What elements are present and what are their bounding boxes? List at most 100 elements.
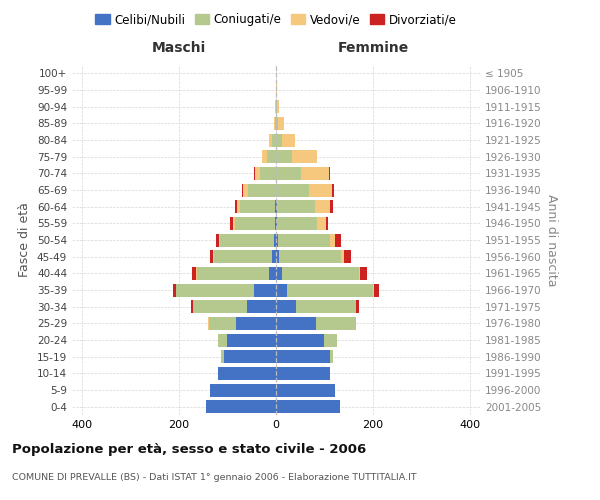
Bar: [309, 184, 332, 196]
Bar: [242, 184, 243, 196]
Bar: [275, 117, 276, 130]
Bar: [278, 234, 331, 246]
Bar: [315, 200, 331, 213]
Bar: [277, 217, 317, 230]
Bar: [210, 250, 213, 263]
Bar: [359, 267, 367, 280]
Bar: [276, 134, 282, 146]
Bar: [287, 284, 373, 296]
Bar: [331, 200, 333, 213]
Bar: [276, 100, 277, 113]
Bar: [269, 267, 276, 280]
Bar: [331, 350, 333, 363]
Bar: [275, 200, 276, 213]
Bar: [235, 217, 275, 230]
Bar: [276, 317, 316, 330]
Bar: [236, 200, 240, 213]
Bar: [272, 134, 276, 146]
Bar: [208, 317, 209, 330]
Bar: [236, 317, 276, 330]
Bar: [193, 300, 247, 313]
Bar: [326, 217, 328, 230]
Bar: [276, 217, 277, 230]
Bar: [247, 300, 276, 313]
Bar: [218, 367, 276, 380]
Bar: [276, 284, 287, 296]
Bar: [276, 150, 292, 163]
Bar: [262, 150, 267, 163]
Bar: [272, 250, 276, 263]
Bar: [227, 334, 276, 346]
Bar: [254, 167, 260, 180]
Bar: [218, 334, 227, 346]
Bar: [274, 117, 275, 130]
Bar: [275, 217, 276, 230]
Bar: [213, 250, 214, 263]
Bar: [276, 300, 296, 313]
Bar: [276, 250, 279, 263]
Bar: [301, 167, 329, 180]
Bar: [220, 234, 274, 246]
Bar: [323, 334, 337, 346]
Bar: [224, 350, 276, 363]
Bar: [276, 184, 309, 196]
Bar: [277, 100, 279, 113]
Bar: [356, 300, 359, 313]
Bar: [219, 234, 220, 246]
Bar: [240, 200, 275, 213]
Bar: [276, 117, 278, 130]
Text: Maschi: Maschi: [152, 41, 206, 55]
Bar: [191, 300, 193, 313]
Bar: [276, 367, 331, 380]
Bar: [277, 200, 315, 213]
Bar: [214, 250, 272, 263]
Bar: [296, 300, 356, 313]
Bar: [276, 400, 340, 413]
Bar: [335, 234, 341, 246]
Bar: [173, 284, 176, 296]
Bar: [233, 217, 235, 230]
Bar: [248, 184, 276, 196]
Bar: [282, 267, 359, 280]
Bar: [282, 134, 295, 146]
Bar: [206, 400, 276, 413]
Bar: [193, 267, 196, 280]
Bar: [278, 117, 284, 130]
Y-axis label: Fasce di età: Fasce di età: [19, 202, 31, 278]
Bar: [197, 267, 269, 280]
Bar: [211, 384, 276, 396]
Text: Popolazione per età, sesso e stato civile - 2006: Popolazione per età, sesso e stato civil…: [12, 442, 366, 456]
Bar: [292, 150, 317, 163]
Bar: [230, 217, 233, 230]
Bar: [316, 317, 356, 330]
Bar: [276, 234, 278, 246]
Text: Femmine: Femmine: [338, 41, 409, 55]
Bar: [276, 200, 277, 213]
Legend: Celibi/Nubili, Coniugati/e, Vedovi/e, Divorziati/e: Celibi/Nubili, Coniugati/e, Vedovi/e, Di…: [91, 8, 461, 31]
Text: COMUNE DI PREVALLE (BS) - Dati ISTAT 1° gennaio 2006 - Elaborazione TUTTITALIA.I: COMUNE DI PREVALLE (BS) - Dati ISTAT 1° …: [12, 472, 416, 482]
Bar: [276, 167, 301, 180]
Bar: [344, 250, 351, 263]
Bar: [254, 284, 276, 296]
Bar: [216, 234, 219, 246]
Bar: [221, 350, 224, 363]
Bar: [276, 334, 323, 346]
Y-axis label: Anni di nascita: Anni di nascita: [545, 194, 558, 286]
Bar: [267, 150, 276, 163]
Bar: [243, 184, 248, 196]
Bar: [260, 167, 276, 180]
Bar: [274, 234, 276, 246]
Bar: [209, 317, 236, 330]
Bar: [276, 267, 282, 280]
Bar: [279, 250, 341, 263]
Bar: [374, 284, 379, 296]
Bar: [341, 250, 344, 263]
Bar: [331, 234, 335, 246]
Bar: [329, 167, 331, 180]
Bar: [317, 217, 326, 230]
Bar: [176, 284, 254, 296]
Bar: [235, 200, 236, 213]
Bar: [276, 350, 331, 363]
Bar: [332, 184, 334, 196]
Bar: [269, 134, 272, 146]
